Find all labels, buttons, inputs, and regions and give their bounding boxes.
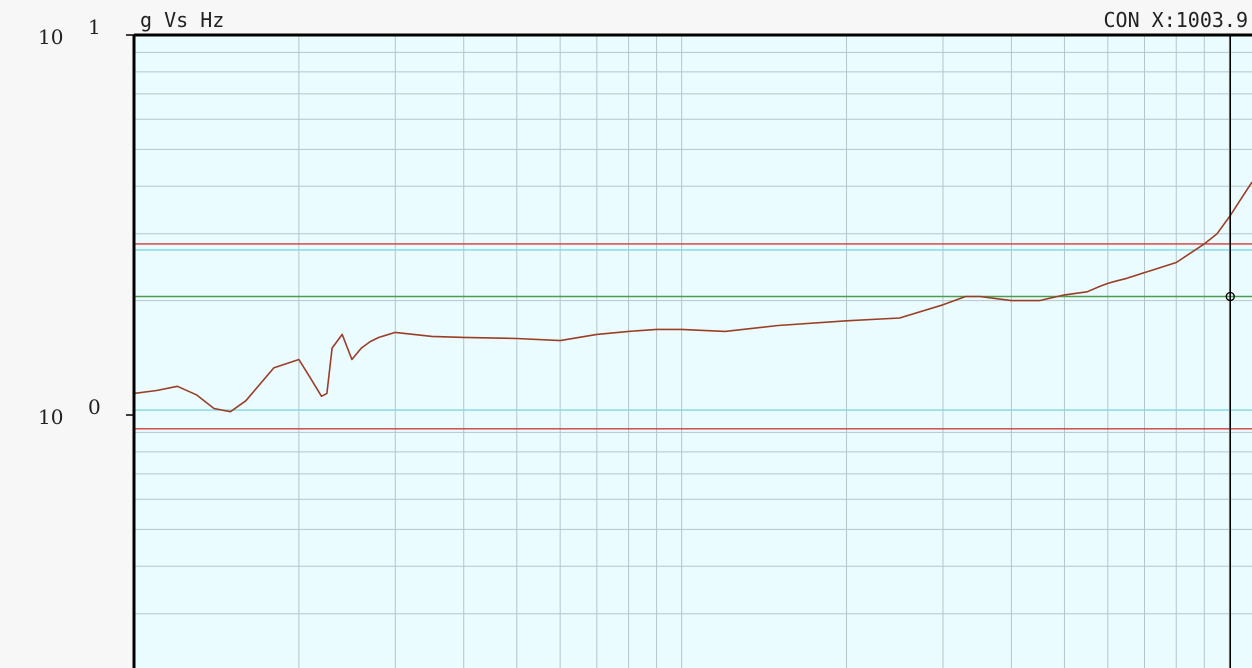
y-tick-exponent: 0 <box>88 395 101 419</box>
x-grid <box>298 35 1230 668</box>
cursor-marker[interactable] <box>1225 291 1235 302</box>
y-tick-mantissa: 10 <box>38 405 63 429</box>
plot-area[interactable] <box>134 35 1252 668</box>
chart-title: g Vs Hz <box>140 8 224 32</box>
cursor-group[interactable] <box>1225 35 1235 668</box>
cursor-readout: CON X:1003.9 <box>1104 8 1249 32</box>
series-group <box>133 181 1252 430</box>
series-control <box>133 181 1252 413</box>
y-tick-exponent: 1 <box>88 15 101 39</box>
y-tick-labels: 10 1 10 0 <box>38 15 134 429</box>
plot-frame <box>132 33 1252 668</box>
y-tick-mantissa: 10 <box>38 25 63 49</box>
y-grid <box>134 51 1252 615</box>
